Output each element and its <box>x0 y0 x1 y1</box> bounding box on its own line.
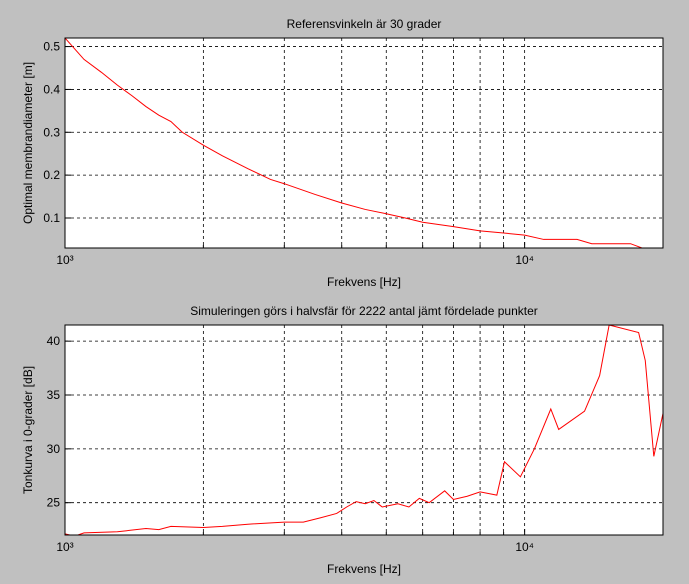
x-axis-label: Frekvens [Hz] <box>327 275 401 289</box>
plot-area <box>65 38 663 248</box>
y-tick-label: 30 <box>47 442 61 456</box>
x-tick-label: 10³ <box>56 540 73 554</box>
plot-area <box>65 325 663 535</box>
x-tick-label: 10⁴ <box>515 253 534 267</box>
axes-box <box>64 37 664 249</box>
chart-title: Simuleringen görs i halvsfär för 2222 an… <box>190 304 538 318</box>
y-tick-label: 40 <box>47 334 61 348</box>
y-tick-label: 0.4 <box>43 82 60 96</box>
chart-title: Referensvinkeln är 30 grader <box>287 17 442 31</box>
y-tick-label: 35 <box>47 388 61 402</box>
y-tick-label: 0.5 <box>43 40 60 54</box>
data-line <box>65 325 663 535</box>
data-line <box>65 38 663 248</box>
axes-box <box>64 324 664 536</box>
x-tick-label: 10³ <box>56 253 73 267</box>
y-axis-label: Tonkurva i 0-grader [dB] <box>21 366 35 494</box>
y-axis-label: Optimal membrandiameter [m] <box>21 62 35 224</box>
y-tick-label: 0.2 <box>43 168 60 182</box>
x-axis-label: Frekvens [Hz] <box>327 562 401 576</box>
y-tick-label: 0.1 <box>43 211 60 225</box>
y-tick-label: 25 <box>47 496 61 510</box>
x-tick-label: 10⁴ <box>515 540 534 554</box>
y-tick-label: 0.3 <box>43 125 60 139</box>
